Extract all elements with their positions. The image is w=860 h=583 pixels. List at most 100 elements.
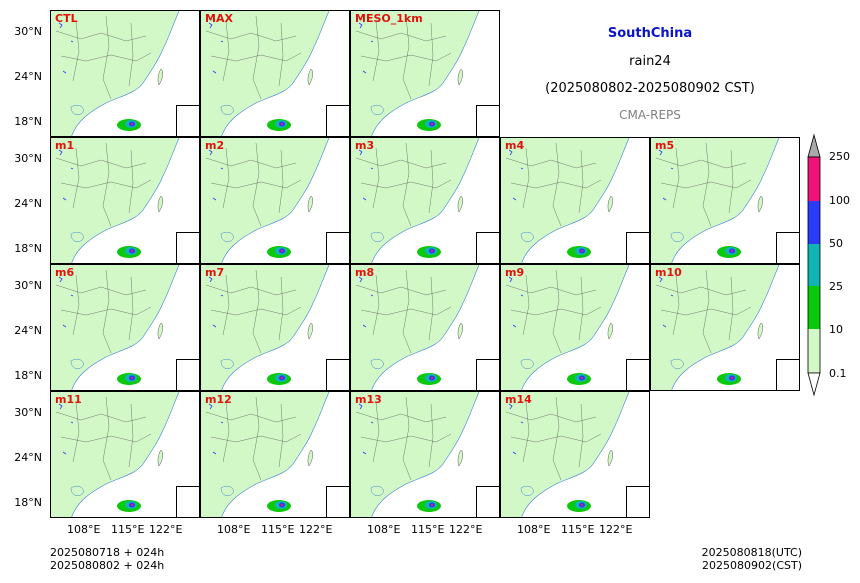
ocean-area [371,11,499,136]
island-hainan [520,231,534,242]
map-panel: MAX [200,10,350,137]
inset-map [476,359,499,390]
inset-map [776,232,799,263]
island-taiwan [457,68,463,86]
ocean-area [521,265,649,390]
latitude-label: 30°N [14,25,42,38]
latitude-label: 18°N [14,496,42,509]
inset-map [176,359,199,390]
longitude-label: 115°E [411,523,445,536]
island-hainan [220,104,234,115]
map-panel: m6 [50,264,200,391]
latitude-label: 30°N [14,406,42,419]
rain-core-magenta [280,503,284,507]
map-graphic [501,265,649,390]
colorbar [806,133,822,398]
colorbar-under-triangle [807,372,821,397]
colorbar-seg-50 [808,244,820,286]
province-boundaries [505,142,602,227]
map-graphic [351,138,499,263]
panel-label: m11 [55,393,82,406]
map-panel: m13 [350,391,500,518]
inset-map [176,486,199,517]
province-boundaries [355,396,452,481]
longitude-label: 115°E [111,523,145,536]
rain-core-magenta [430,249,434,253]
title-block: SouthChina rain24 (2025080802-2025080902… [500,26,800,122]
ocean-area [371,265,499,390]
map-panel: m3 [350,137,500,264]
map-panel: m2 [200,137,350,264]
inset-map [326,486,349,517]
island-taiwan [157,322,163,340]
latitude-label: 24°N [14,70,42,83]
province-boundaries [55,396,152,481]
valid-time-utc: 2025080818(UTC) [701,546,802,559]
longitude-label: 122°E [449,523,483,536]
province-boundaries [55,142,152,227]
province-boundaries [505,269,602,354]
rain-core-magenta [430,376,434,380]
inset-map [326,359,349,390]
map-graphic [351,392,499,517]
panel-label: m6 [55,266,75,279]
rain-core-magenta [430,122,434,126]
variable-title: rain24 [629,54,671,69]
map-graphic [201,138,349,263]
island-taiwan [607,195,613,213]
map-panel: m5 [650,137,800,264]
ocean-area [671,138,799,263]
rain-core-magenta [280,249,284,253]
map-panel: m14 [500,391,650,518]
inset-map [176,105,199,136]
map-graphic [651,265,799,390]
colorbar-seg-10 [808,329,820,373]
inset-map [626,486,649,517]
inset-map [176,232,199,263]
map-graphic [201,265,349,390]
map-graphic [351,265,499,390]
map-graphic [501,392,649,517]
panel-label: MESO_1km [355,12,423,25]
latitude-label: 24°N [14,324,42,337]
init-line-utc: 2025080718 + 024h [50,546,165,559]
ocean-area [71,11,199,136]
province-boundaries [355,15,452,100]
map-graphic [501,138,649,263]
map-panel: m4 [500,137,650,264]
rain-core-magenta [730,376,734,380]
island-taiwan [757,322,763,340]
map-panel: m10 [650,264,800,391]
ocean-area [71,392,199,517]
inset-map [626,232,649,263]
latitude-label: 18°N [14,115,42,128]
map-panel: m11 [50,391,200,518]
rain-core-magenta [130,122,134,126]
ocean-area [221,138,349,263]
province-boundaries [655,269,752,354]
panel-label: m14 [505,393,532,406]
panel-label: m3 [355,139,375,152]
latitude-label: 24°N [14,451,42,464]
colorbar-graphic [807,133,821,397]
island-taiwan [157,195,163,213]
island-taiwan [457,195,463,213]
province-boundaries [205,142,302,227]
longitude-label: 122°E [299,523,333,536]
map-panel: m12 [200,391,350,518]
colorbar-label-250: 250 [829,150,850,163]
map-panel: m8 [350,264,500,391]
rain-core-magenta [130,503,134,507]
system-title: CMA-REPS [619,108,681,122]
panel-label: m4 [505,139,525,152]
panel-label: m10 [655,266,682,279]
inset-map [326,232,349,263]
map-graphic [51,392,199,517]
panel-label: m1 [55,139,75,152]
island-hainan [520,358,534,369]
period-title: (2025080802-2025080902 CST) [545,81,755,96]
map-graphic [651,138,799,263]
island-taiwan [607,449,613,467]
island-taiwan [307,449,313,467]
colorbar-label-10: 10 [829,323,843,336]
